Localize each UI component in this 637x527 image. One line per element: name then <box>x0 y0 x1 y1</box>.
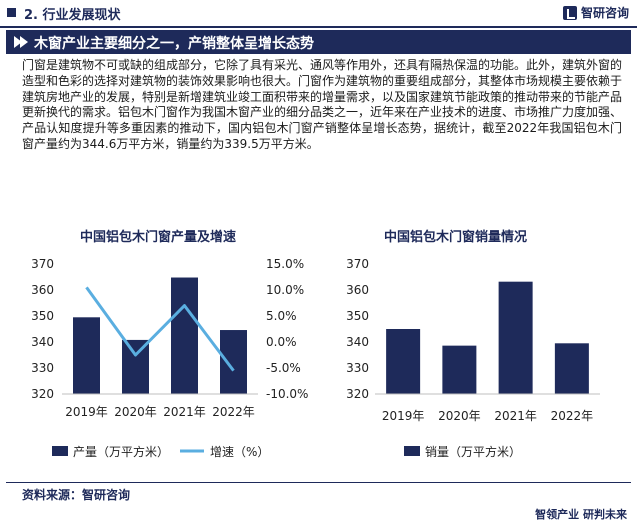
arrow-icon <box>14 36 22 48</box>
legend-bar-label: 销量（万平方米） <box>425 444 521 459</box>
section-square-icon <box>7 8 16 17</box>
production-bar <box>73 317 100 394</box>
y-tick-label: 360 <box>31 283 54 297</box>
intro-paragraph: 门窗是建筑物不可或缺的组成部分，它除了具有采光、通风等作用外，还具有隔热保温的功… <box>22 58 623 151</box>
x-tick-label: 2021年 <box>163 405 206 419</box>
brand: 智研咨询 <box>562 4 629 21</box>
brand-logo-icon <box>562 5 577 20</box>
x-tick-label: 2022年 <box>551 409 594 423</box>
arrow-icon-2 <box>20 36 28 48</box>
brand-name: 智研咨询 <box>580 6 629 20</box>
production-chart: 320 330 340 350 360 370 -10.0% -5.0% 0.0% 5.0% 10.… <box>31 257 308 459</box>
y-tick-label: 370 <box>31 257 54 271</box>
sales-chart: 320 330 340 350 360 370 2019年 2020年 2021年 2022年销量… <box>346 257 600 459</box>
y2-tick-label: 15.0% <box>266 257 304 271</box>
y-tick-label: 320 <box>346 387 369 401</box>
legend-bar-swatch <box>52 446 68 456</box>
legend-line-label: 增速（%） <box>210 445 269 459</box>
top-divider <box>0 26 637 28</box>
footer-divider <box>6 482 631 483</box>
y-tick-label: 320 <box>31 387 54 401</box>
production-bar <box>220 330 247 394</box>
sales-bar <box>554 343 589 394</box>
banner-title: 木窗产业主要细分之一，产销整体呈增长态势 <box>34 36 314 52</box>
y2-tick-label: -5.0% <box>266 361 301 375</box>
x-tick-label: 2019年 <box>382 409 425 423</box>
sales-bar <box>442 345 477 394</box>
production-bar <box>171 277 198 394</box>
x-tick-label: 2019年 <box>65 405 108 419</box>
sales-bar <box>386 329 421 394</box>
y2-tick-label: -10.0% <box>266 387 308 401</box>
y2-tick-label: 10.0% <box>266 283 304 297</box>
legend-bar-swatch <box>404 446 420 456</box>
y-tick-label: 340 <box>31 335 54 349</box>
footer-slogan: 智领产业 研判未来 <box>535 508 627 521</box>
x-tick-label: 2020年 <box>114 405 157 419</box>
top-bar: 2. 行业发展现状 智研咨询 <box>0 0 637 26</box>
x-tick-label: 2022年 <box>212 405 255 419</box>
growth-line <box>85 286 235 372</box>
chart1-title: 中国铝包木门窗产量及增速 <box>80 230 237 245</box>
y-tick-label: 330 <box>31 361 54 375</box>
x-tick-label: 2020年 <box>438 409 481 423</box>
source-note: 资料来源：智研咨询 <box>22 488 131 502</box>
legend-bar-label: 产量（万平方米） <box>73 444 169 459</box>
production-bar <box>122 339 149 394</box>
section-label: 2. 行业发展现状 <box>24 8 121 23</box>
y2-tick-label: 0.0% <box>266 335 297 349</box>
y-tick-label: 330 <box>346 361 369 375</box>
y-tick-label: 370 <box>346 257 369 271</box>
y-tick-label: 350 <box>346 309 369 323</box>
y2-tick-label: 5.0% <box>266 309 297 323</box>
y-tick-label: 340 <box>346 335 369 349</box>
x-tick-label: 2021年 <box>494 409 537 423</box>
y-tick-label: 360 <box>346 283 369 297</box>
title-banner: 木窗产业主要细分之一，产销整体呈增长态势 <box>6 30 631 54</box>
y-tick-label: 350 <box>31 309 54 323</box>
sales-bar <box>498 281 533 394</box>
chart2-title: 中国铝包木门窗销量情况 <box>384 230 528 245</box>
